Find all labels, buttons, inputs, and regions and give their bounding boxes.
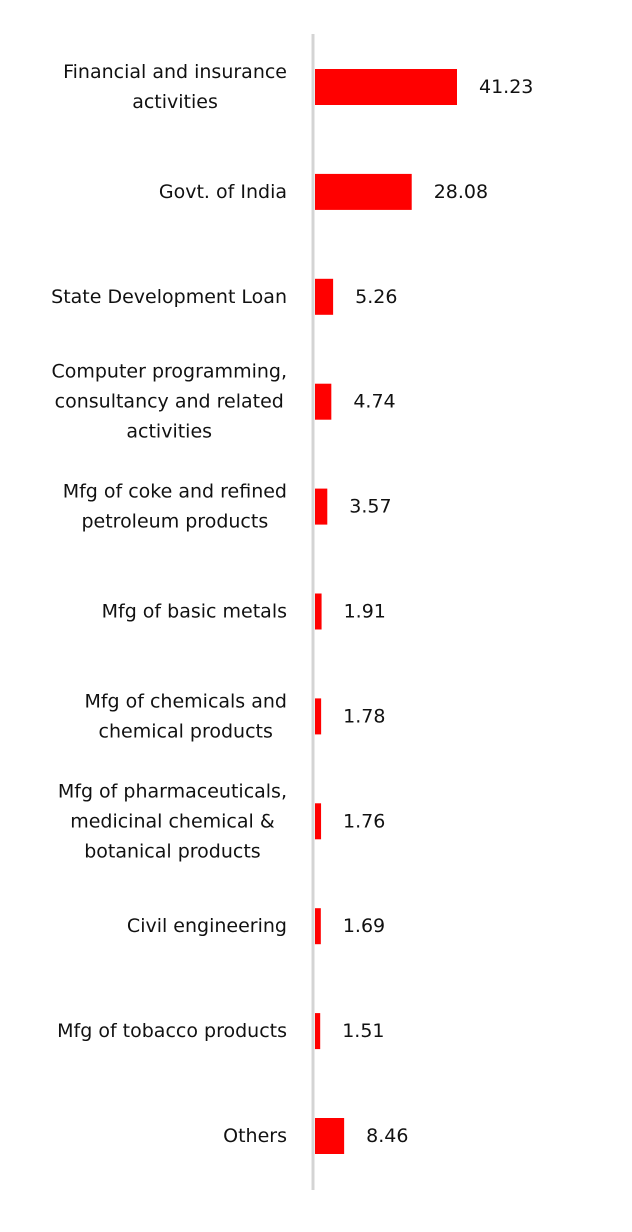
bar-9 — [315, 1013, 321, 1050]
category-label-line: Others — [223, 1125, 287, 1147]
bar-4 — [315, 488, 328, 525]
category-label-1: Govt. of India — [159, 181, 287, 203]
category-label-3: Computer programming, consultancy and rel… — [51, 361, 287, 443]
bar-1 — [315, 173, 412, 210]
category-label-line: Mfg of coke and refined — [63, 481, 287, 503]
category-label-line: Computer programming, — [51, 361, 287, 383]
category-label-line: Mfg of pharmaceuticals, — [58, 780, 287, 802]
value-label-3: 4.74 — [353, 391, 395, 413]
bar-8 — [315, 908, 321, 945]
value-label-0: 41.23 — [479, 76, 533, 98]
bar-6 — [315, 698, 322, 735]
category-label-9: Mfg of tobacco products — [57, 1020, 287, 1042]
category-label-10: Others — [223, 1125, 287, 1147]
value-label-6: 1.78 — [343, 705, 385, 727]
category-label-line: Mfg of chemicals and — [84, 690, 287, 712]
category-label-line: Mfg of basic metals — [102, 601, 287, 623]
value-label-5: 1.91 — [344, 601, 386, 623]
category-label-5: Mfg of basic metals — [102, 601, 287, 623]
category-label-2: State Development Loan — [51, 286, 287, 308]
value-label-4: 3.57 — [349, 496, 391, 518]
bars — [315, 69, 457, 1154]
value-label-1: 28.08 — [434, 181, 488, 203]
bar-7 — [315, 803, 322, 840]
value-label-9: 1.51 — [342, 1020, 384, 1042]
category-label-line: chemical products — [99, 720, 273, 742]
category-label-7: Mfg of pharmaceuticals, medicinal chemica… — [58, 780, 287, 862]
bar-5 — [315, 593, 322, 630]
category-label-line: petroleum products — [81, 511, 268, 533]
bar-3 — [315, 383, 332, 420]
category-label-6: Mfg of chemicals and chemical products — [84, 690, 287, 742]
category-label-line: medicinal chemical & — [70, 810, 275, 832]
category-labels: Financial and insurance activities Govt. o… — [51, 61, 287, 1147]
category-label-line: consultancy and related — [55, 391, 284, 413]
category-label-line: activities — [132, 91, 218, 113]
bar-2 — [315, 278, 334, 315]
category-label-line: activities — [126, 421, 212, 443]
value-label-2: 5.26 — [355, 286, 397, 308]
value-label-7: 1.76 — [343, 810, 385, 832]
category-label-line: Civil engineering — [127, 915, 287, 937]
category-label-4: Mfg of coke and refined petroleum product… — [63, 481, 287, 533]
category-label-0: Financial and insurance activities — [63, 61, 287, 113]
bar-0 — [315, 69, 457, 105]
value-label-10: 8.46 — [366, 1125, 408, 1147]
category-label-line: State Development Loan — [51, 286, 287, 308]
bar-10 — [315, 1118, 345, 1154]
value-label-8: 1.69 — [343, 915, 385, 937]
category-label-line: Govt. of India — [159, 181, 287, 203]
category-label-line: Financial and insurance — [63, 61, 287, 83]
category-label-line: botanical products — [84, 840, 260, 862]
value-labels: 41.23 28.08 5.26 4.74 3.57 1.91 1.78 1.76 1.69 1.… — [342, 76, 533, 1147]
category-label-line: Mfg of tobacco products — [57, 1020, 287, 1042]
category-label-8: Civil engineering — [127, 915, 287, 937]
